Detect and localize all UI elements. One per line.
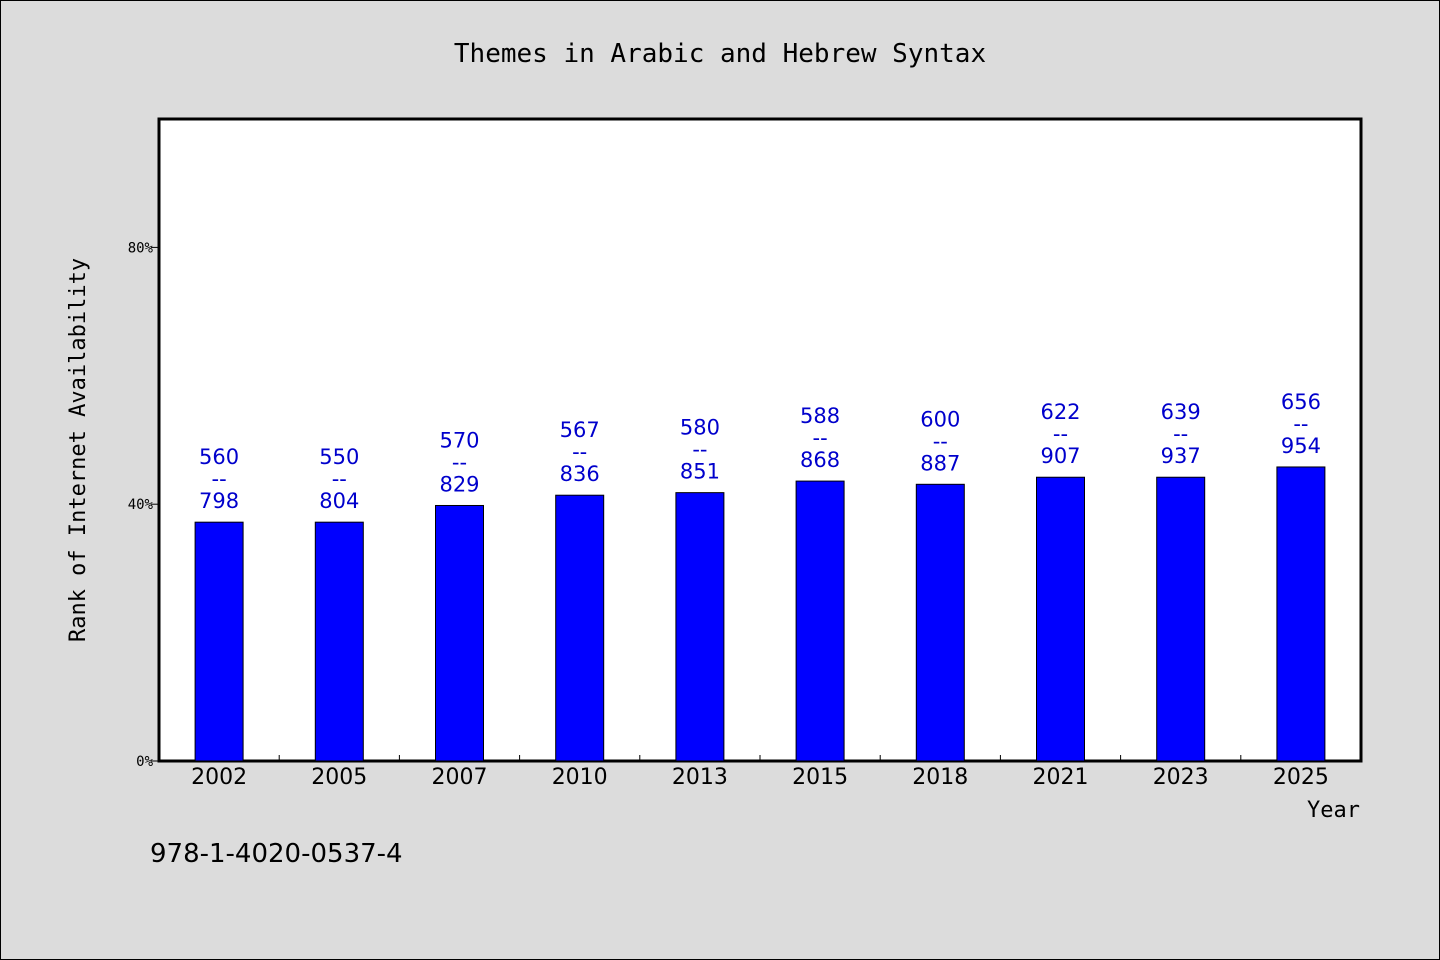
bar-data-labels: 798--560804--550829--570836--567851--580… [199, 390, 1321, 513]
x-tick-label: 2007 [432, 765, 488, 790]
data-label-bottom: 907 [1040, 444, 1080, 468]
data-label-top: 622 [1040, 400, 1080, 424]
data-label-top: 600 [920, 407, 960, 431]
bar [675, 492, 725, 762]
data-label-bottom: 798 [199, 489, 239, 513]
footnote-isbn: 978-1-4020-0537-4 [150, 839, 403, 869]
x-tick-label: 2025 [1273, 765, 1329, 790]
data-label-top: 639 [1161, 400, 1201, 424]
data-label-bottom: 851 [680, 460, 720, 484]
bar [555, 494, 605, 762]
bar [435, 504, 484, 762]
data-label-bottom: 937 [1161, 444, 1201, 468]
y-axis-ticks: 0% 40% 80% [128, 240, 159, 770]
x-tick-label: 2002 [191, 765, 247, 790]
data-label-separator: -- [1173, 422, 1188, 446]
data-label-top: 567 [560, 418, 600, 442]
data-label-top: 580 [680, 416, 720, 440]
data-label-separator: -- [692, 438, 707, 462]
x-tick-label: 2005 [311, 765, 367, 790]
data-label-top: 570 [439, 428, 479, 452]
x-axis-ticks: 2002 2005 2007 2010 2013 2015 2018 2021 2023 2025 [191, 755, 1329, 790]
data-label-separator: -- [1053, 422, 1068, 446]
chart-title: Themes in Arabic and Hebrew Syntax [454, 39, 986, 69]
x-tick-label: 2015 [792, 765, 848, 790]
bar [1156, 476, 1206, 762]
data-label-bottom: 804 [319, 489, 359, 513]
bar [1036, 476, 1085, 762]
data-label-separator: -- [332, 467, 347, 491]
x-axis-label: Year [1307, 798, 1360, 823]
y-tick-label: 40% [128, 497, 154, 513]
bar [795, 480, 845, 762]
data-label-bottom: 887 [920, 451, 960, 475]
data-label-top: 560 [199, 445, 239, 469]
data-label-separator: -- [1293, 412, 1308, 436]
y-axis-label: Rank of Internet Availability [66, 258, 91, 642]
data-label-separator: -- [813, 426, 828, 450]
x-tick-label: 2018 [912, 765, 968, 790]
y-tick-label: 0% [136, 754, 153, 770]
bar [194, 521, 244, 762]
data-label-bottom: 954 [1281, 434, 1321, 458]
x-tick-label: 2023 [1153, 765, 1209, 790]
data-label-top: 588 [800, 404, 840, 428]
data-label-separator: -- [452, 450, 467, 474]
x-tick-label: 2010 [552, 765, 608, 790]
data-label-top: 656 [1281, 390, 1321, 414]
data-label-bottom: 829 [439, 472, 479, 496]
x-tick-label: 2021 [1033, 765, 1089, 790]
data-label-bottom: 868 [800, 448, 840, 472]
x-tick-label: 2013 [672, 765, 728, 790]
data-label-top: 550 [319, 445, 359, 469]
data-label-separator: -- [933, 429, 948, 453]
y-tick-label: 80% [128, 240, 154, 256]
data-label-separator: -- [572, 440, 587, 464]
bars [194, 466, 1326, 762]
data-label-bottom: 836 [560, 462, 600, 486]
bar [1276, 466, 1326, 762]
data-label-separator: -- [212, 467, 227, 491]
bar [915, 483, 965, 762]
bar [314, 521, 364, 762]
